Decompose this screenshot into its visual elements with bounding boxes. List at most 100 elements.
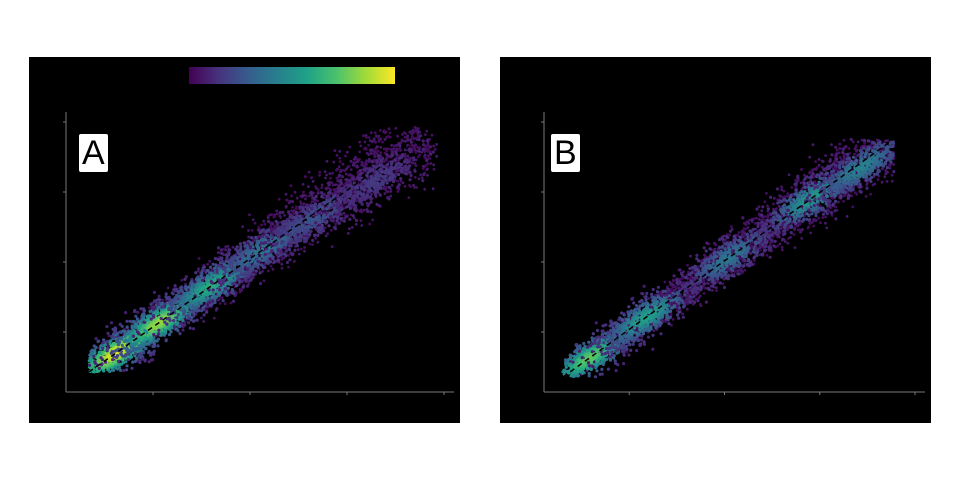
scatter-point [314,185,318,188]
scatter-point [381,140,384,144]
density-point [89,351,94,356]
density-point [140,314,144,319]
scatter-point [330,192,334,196]
scatter-point [272,215,276,219]
density-point [238,259,242,264]
density-point [149,353,153,357]
scatter-point [410,143,414,147]
density-point [248,252,252,256]
density-point [231,279,236,283]
density-point [152,352,156,356]
density-point [247,274,251,278]
scatter-point [292,209,296,213]
scatter-point [422,164,425,168]
density-point [223,263,227,267]
density-point [101,346,105,350]
scatter-point [378,138,382,141]
density-point [245,243,249,248]
scatter-point [423,133,427,136]
density-point [176,310,180,314]
density-point [233,267,237,271]
scatter-point [399,179,403,183]
density-point [250,236,254,240]
density-point [115,348,119,352]
density-point [201,295,206,299]
scatter-point [202,320,206,323]
scatter-point [197,257,201,260]
scatter-point [414,126,417,130]
scatter-point [360,210,364,214]
density-point [106,331,110,335]
scatter-point [416,127,420,130]
density-point [236,278,240,282]
density-point [152,315,156,319]
density-point [215,284,219,288]
density-point [176,313,180,317]
scatter-point [251,218,255,222]
density-point [261,228,266,232]
density-point [281,210,285,214]
density-point [230,288,234,292]
scatter-point [301,183,305,186]
panel-a: A [29,57,460,423]
density-point [133,352,138,356]
density-point [156,306,160,310]
density-point [339,178,343,182]
density-point [111,358,115,362]
density-point [213,295,217,299]
density-point [129,350,133,354]
density-point [186,314,190,318]
scatter-point [316,191,320,194]
scatter-point [184,282,188,286]
scatter-point [390,184,394,187]
scatter-point [424,164,428,168]
scatter-point [416,134,420,138]
scatter-point [180,278,184,282]
density-point [177,294,181,298]
scatter-point [385,147,389,151]
density-point [244,251,248,256]
density-point [181,324,185,328]
scatter-point [221,296,224,300]
scatter-point [409,138,413,142]
scatter-point [411,128,415,132]
density-point [93,348,97,352]
density-point [245,267,250,271]
density-point [223,287,227,291]
density-point [231,258,235,262]
density-point [109,321,114,325]
density-point [139,352,143,356]
density-point [140,343,144,347]
scatter-point [231,245,235,249]
density-point [250,242,254,246]
scatter-point [291,205,294,209]
scatter-point [358,140,362,144]
density-point [188,326,192,330]
density-point [228,265,232,269]
scatter-point [348,178,352,182]
scatter-point [402,139,405,143]
scatter-point [429,162,433,165]
density-point [219,282,223,286]
density-point [261,258,265,262]
scatter-point [410,135,414,139]
scatter-point [166,286,170,290]
density-point [194,271,198,275]
scatter-point [373,150,376,153]
scatter-point [338,150,341,153]
density-point [164,295,168,299]
scatter-point [416,145,419,149]
scatter-point [332,188,336,192]
density-point [195,302,199,306]
scatter-point [403,185,407,188]
scatter-point [250,229,254,232]
density-point [216,294,220,298]
scatter-point [290,209,293,213]
density-point [184,285,188,289]
density-point [177,290,181,294]
density-point [342,219,346,223]
density-point [110,334,114,339]
scatter-point [324,187,328,190]
density-point [272,260,277,264]
density-point [132,343,136,347]
